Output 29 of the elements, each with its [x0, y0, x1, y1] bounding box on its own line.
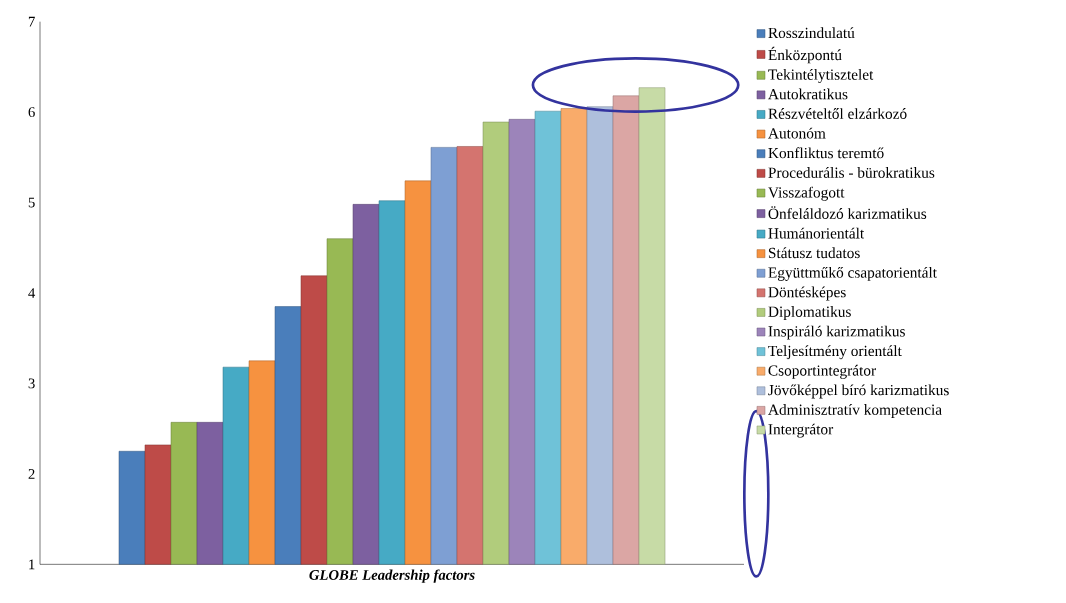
legend-label: Önfeláldozó karizmatikus — [768, 206, 927, 219]
legend-label: Státusz tudatos — [768, 247, 860, 259]
legend-label: Inspiráló karizmatikus — [768, 325, 905, 340]
legend-label: Diplomatikus — [768, 306, 851, 320]
legend-label: Adminisztratív kompetencia — [768, 404, 942, 418]
legend-label: Együttműkő csapatorientált — [768, 266, 937, 281]
legend-label: Intergrátor — [768, 423, 834, 438]
legend-label: Autonóm — [768, 127, 826, 139]
y-tick-label: 6 — [28, 107, 35, 118]
x-axis-title: GLOBE Leadership factors — [309, 569, 475, 583]
legend-label: Döntésképes — [768, 286, 846, 301]
legend-label: Teljesítmény orientált — [768, 345, 902, 360]
y-tick-label: 4 — [28, 288, 36, 298]
legend-label: Rosszindulatú — [768, 27, 855, 39]
legend-label: Csoportintegrátor — [768, 364, 876, 379]
legend-label: Konfliktus teremtő — [768, 147, 884, 159]
legend-label: Tekintélytisztelet — [768, 68, 874, 83]
legend-label: Részvételtől elzárkozó — [768, 108, 907, 119]
y-tick-label: 3 — [28, 378, 35, 389]
y-tick-label: 2 — [28, 469, 35, 479]
legend-label: Procedurális - bürokratikus — [768, 167, 935, 178]
y-tick-label: 5 — [28, 197, 35, 208]
legend-label: Autokratikus — [768, 88, 848, 100]
legend-label: Jövőképpel bíró karizmatikus — [768, 384, 949, 399]
y-tick-label: 1 — [29, 559, 35, 570]
legend-label: Humánorientált — [768, 227, 865, 239]
legend-label: Visszafogott — [768, 186, 845, 201]
y-tick-label: 7 — [28, 16, 35, 27]
legend-label: Énközpontú — [768, 46, 842, 64]
